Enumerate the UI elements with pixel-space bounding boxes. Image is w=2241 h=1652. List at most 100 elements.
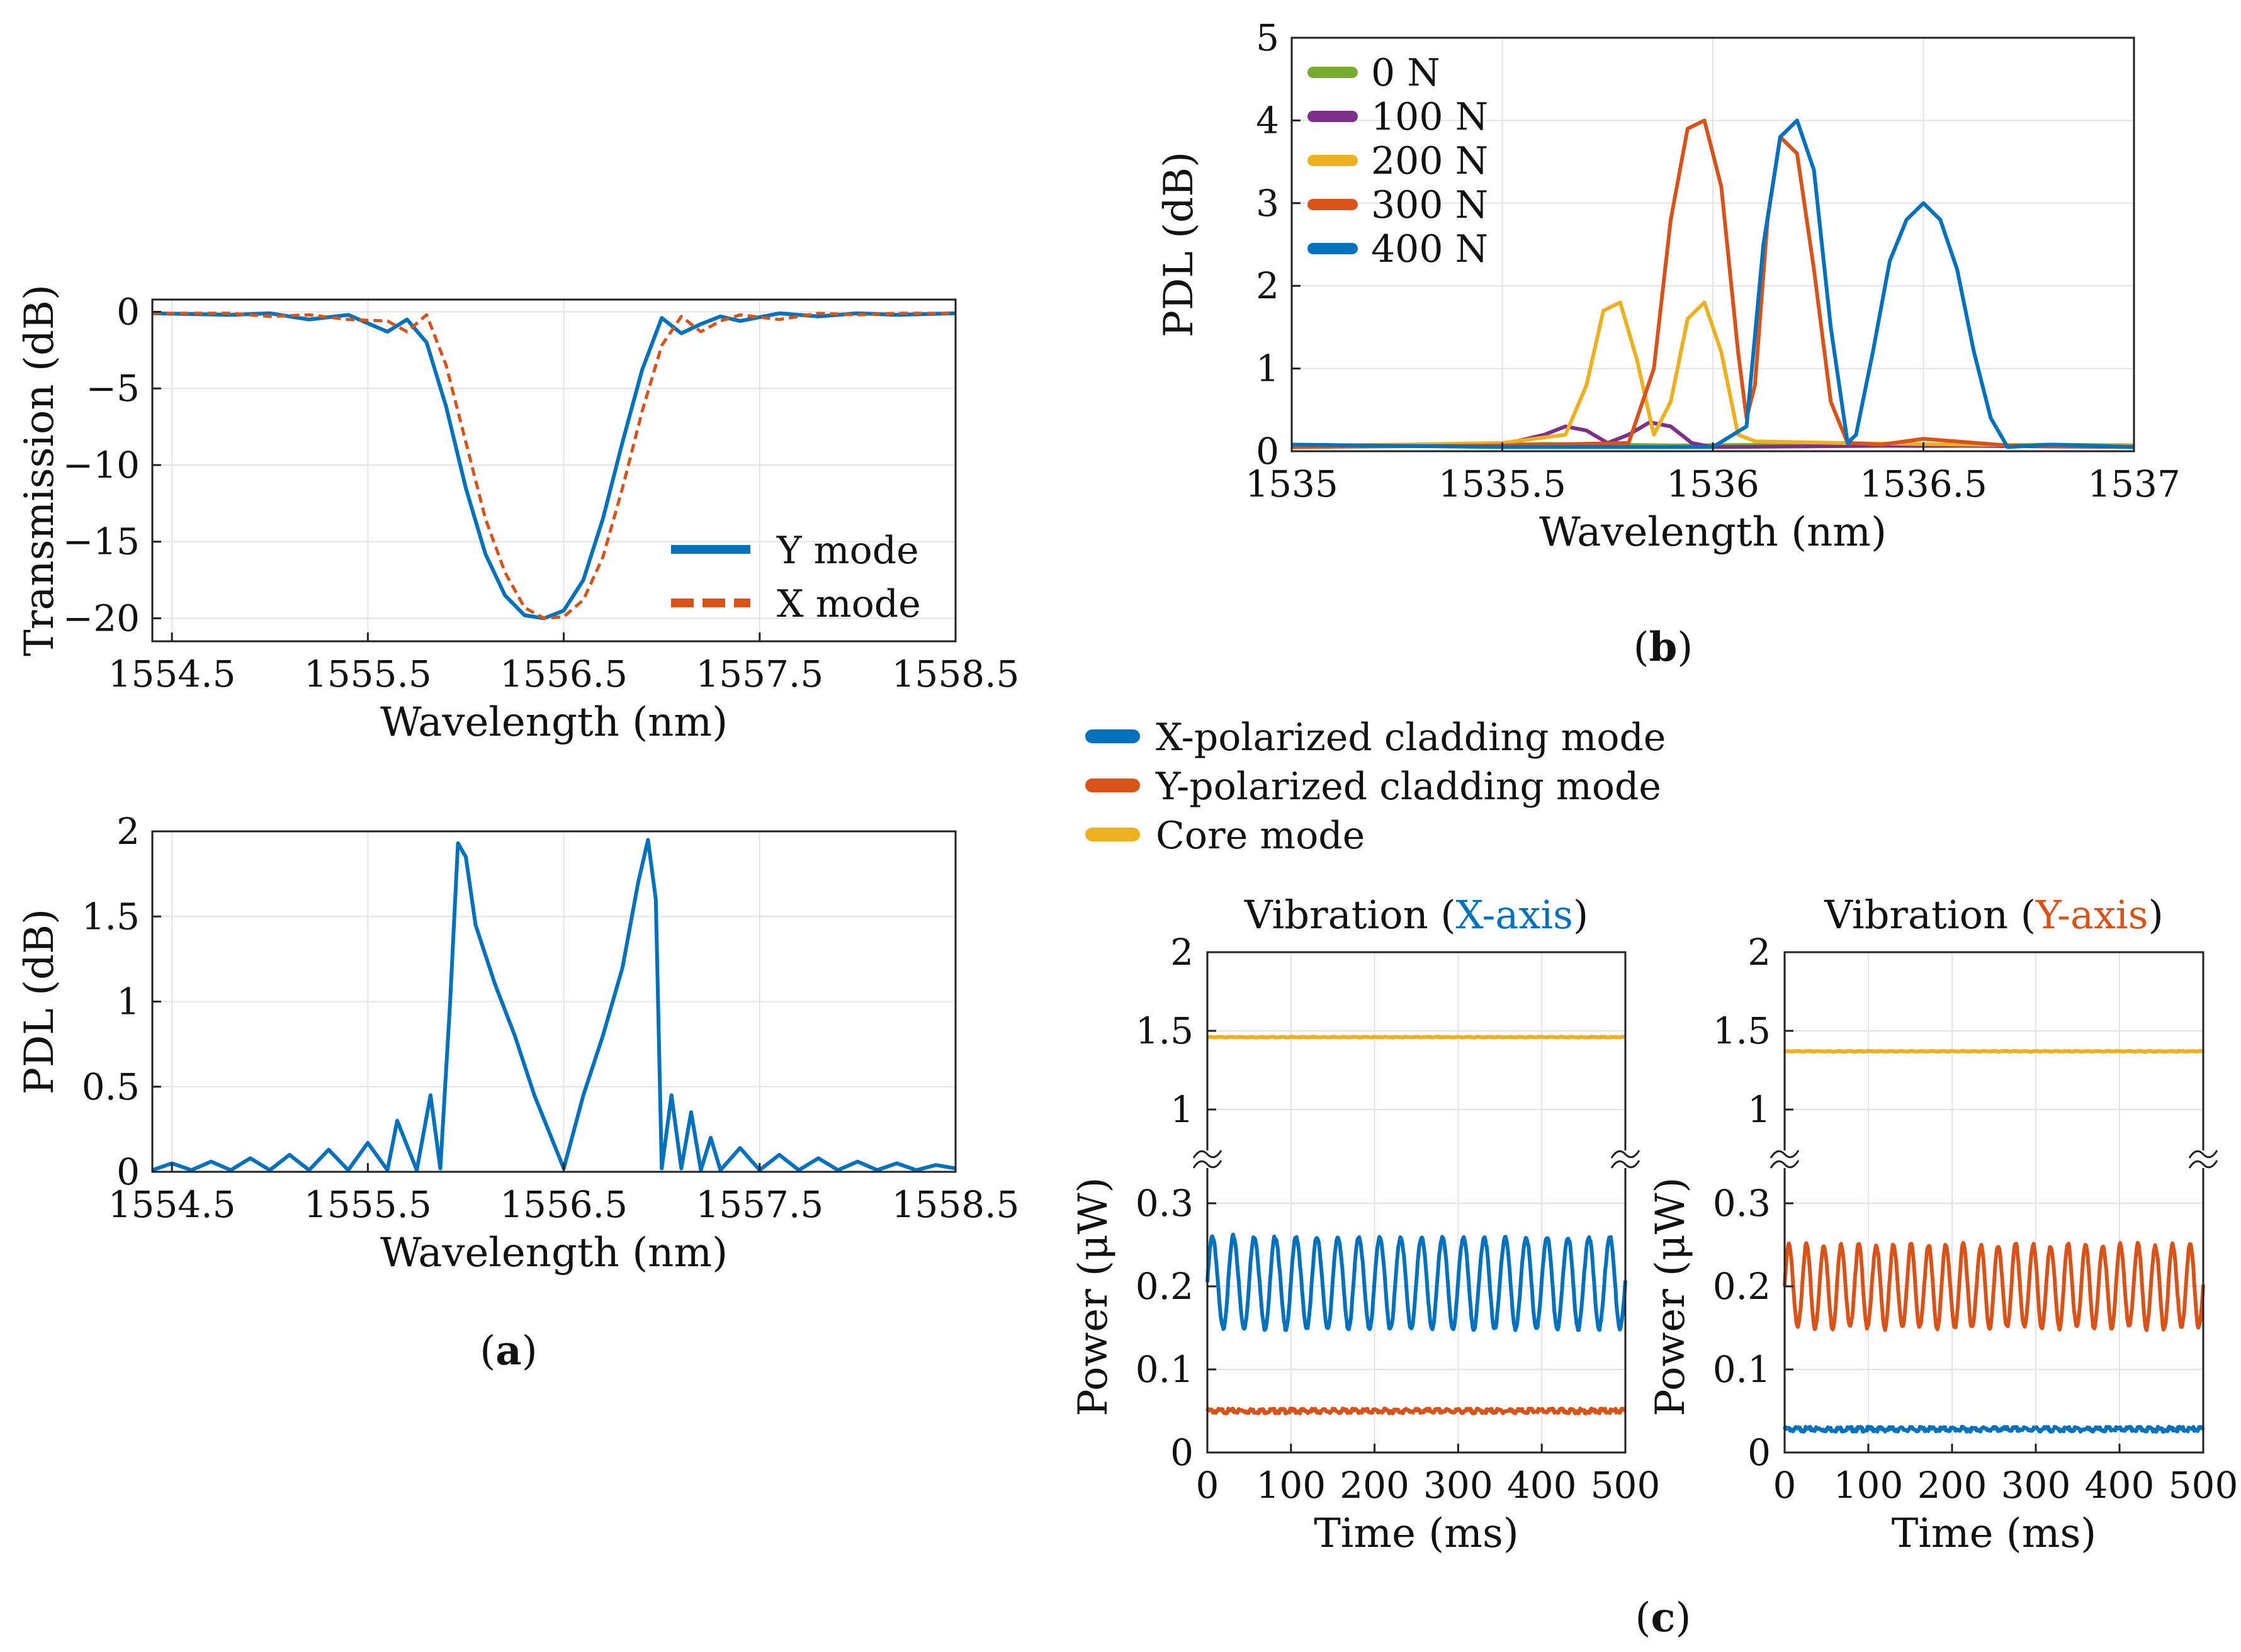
a-bottom-xtick-label: 1556.5 (500, 1183, 628, 1226)
a-bottom-xtick-label: 1555.5 (304, 1183, 432, 1226)
c-right-xlabel: Time (ms) (1892, 1510, 2097, 1557)
a-top-ytick-label: −10 (63, 444, 140, 486)
panel-c-vibration-y: 0 100 200 300 400 500 0 0.1 0.2 0.3 1 1.5 2 Vibration… (1647, 892, 2238, 1557)
b-legend-label-200-n: 200 N (1371, 139, 1488, 183)
c-right-ytick-label: 1.5 (1713, 1009, 1771, 1052)
b-ytick-label: 0 (1256, 430, 1279, 473)
c-left-ylabel: Power (μW) (1070, 1177, 1117, 1417)
c-left-xtick-label: 0 (1196, 1464, 1219, 1507)
c-right-ytick-label: 2 (1747, 931, 1771, 974)
a-bottom-ytick-label: 0 (116, 1150, 140, 1193)
c-right-title: Vibration (Y-axis) (1824, 892, 2164, 938)
a-top-legend-label-x-mode: X mode (777, 582, 921, 626)
c-legend-label-y-polarized-cladding-mode: Y-polarized cladding mode (1155, 765, 1661, 809)
a-top-legend-label-y-mode: Y mode (776, 529, 919, 573)
b-xtick-label: 1535.5 (1438, 463, 1566, 505)
c-left-ytick-label: 0 (1170, 1431, 1194, 1474)
c-right-series-x-polarized-cladding-mode (1783, 1425, 2205, 1434)
c-left-ytick-label: 0.1 (1136, 1348, 1194, 1391)
a-bottom-ytick-label: 1.5 (82, 895, 140, 938)
b-xtick-label: 1537 (2087, 463, 2181, 505)
b-ylabel: PDL (dB) (1156, 152, 1202, 337)
a-top-ytick-label: −15 (63, 520, 140, 563)
c-right-ytick-label: 0 (1747, 1431, 1771, 1474)
c-right-xtick-label: 100 (1834, 1464, 1904, 1507)
b-xlabel: Wavelength (nm) (1539, 509, 1887, 556)
a-bottom-xtick-label: 1557.5 (696, 1183, 823, 1226)
panel-b-pdl-force: 1535 1535.5 1536 1536.5 1537 0 1 2 3 4 5 Wavelength… (1156, 16, 2181, 556)
c-left-xtick-label: 100 (1256, 1464, 1326, 1507)
c-right-axes-box (1783, 951, 2204, 1454)
c-right-axis-break-mark (1770, 1150, 1800, 1169)
b-ytick-label: 1 (1256, 347, 1279, 390)
c-right-xtick-label: 300 (2001, 1464, 2071, 1507)
c-left-title-axis: X-axis (1456, 892, 1573, 938)
c-left-xtick-label: 300 (1423, 1464, 1493, 1507)
panel-a-pdl: 1554.5 1555.5 1556.5 1557.5 1558.5 0 0.5 1 1.5 2 W… (16, 810, 1019, 1276)
c-right-ytick-label: 1 (1747, 1088, 1771, 1131)
panel-label-b: (b) (1634, 624, 1693, 671)
a-bottom-ytick-label: 1 (116, 981, 140, 1023)
a-top-ytick-label: 0 (116, 290, 140, 333)
a-top-xlabel: Wavelength (nm) (380, 699, 728, 746)
b-legend-label-100-n: 100 N (1371, 95, 1488, 139)
b-ytick-label: 2 (1256, 264, 1279, 307)
c-left-series-y-polarized-cladding-mode (1205, 1407, 1627, 1415)
a-top-axes-box (151, 298, 957, 643)
c-left-xlabel: Time (ms) (1314, 1510, 1519, 1557)
c-left-ytick-label: 1 (1170, 1088, 1194, 1131)
c-left-ytick-label: 0.2 (1136, 1265, 1194, 1308)
a-bottom-xtick-label: 1554.5 (108, 1183, 236, 1226)
c-left-axes-box (1206, 951, 1627, 1454)
panel-label-a: (a) (480, 1327, 537, 1374)
b-series-300-n (1291, 118, 2135, 449)
a-top-xtick-label: 1557.5 (696, 653, 823, 695)
c-right-ylabel: Power (μW) (1647, 1177, 1694, 1417)
b-series-200-n (1291, 300, 2135, 449)
b-legend-label-300-n: 300 N (1371, 183, 1488, 227)
b-xtick-label: 1535 (1245, 463, 1338, 505)
c-left-axis-break-mark (1610, 1150, 1640, 1169)
c-legend-label-x-polarized-cladding-mode: X-polarized cladding mode (1156, 716, 1666, 760)
c-left-title: Vibration (X-axis) (1244, 892, 1588, 938)
c-right-series-y-polarized-cladding-mode (1783, 1240, 2205, 1332)
c-right-axis-break-mark (2188, 1150, 2218, 1169)
a-bottom-ylabel: PDL (dB) (16, 909, 63, 1094)
c-left-xtick-label: 500 (1591, 1464, 1661, 1507)
a-top-ytick-label: −20 (63, 597, 140, 639)
b-ytick-label: 5 (1256, 16, 1279, 59)
c-left-ytick-label: 0.3 (1136, 1182, 1194, 1225)
c-right-series-core-mode (1783, 1048, 2204, 1054)
c-right-xtick-label: 500 (2169, 1464, 2238, 1507)
c-right-ytick-label: 0.3 (1713, 1182, 1771, 1225)
c-left-xtick-label: 200 (1340, 1464, 1409, 1507)
c-right-xtick-label: 400 (2085, 1464, 2155, 1507)
panel-a-transmission: 1554.5 1555.5 1556.5 1557.5 1558.5 0 −5 −10 −15 −… (16, 284, 1019, 746)
a-top-xtick-label: 1554.5 (108, 653, 236, 695)
a-top-xtick-label: 1555.5 (304, 653, 432, 695)
c-left-ytick-label: 1.5 (1136, 1009, 1194, 1052)
b-legend-label-400-n: 400 N (1371, 227, 1488, 271)
a-top-xtick-label: 1558.5 (892, 653, 1020, 695)
c-right-title-axis: Y-axis (2035, 892, 2148, 938)
c-right-xtick-label: 0 (1773, 1464, 1797, 1507)
b-legend-label-0-n: 0 N (1371, 51, 1440, 95)
c-right-ytick-label: 0.1 (1713, 1348, 1771, 1391)
a-bottom-ytick-label: 0.5 (82, 1065, 140, 1108)
c-left-ytick-label: 2 (1170, 931, 1194, 974)
a-bottom-series-1 (152, 838, 956, 1172)
a-bottom-xlabel: Wavelength (nm) (380, 1230, 728, 1276)
c-right-xtick-label: 200 (1917, 1464, 1987, 1507)
b-ytick-label: 3 (1256, 182, 1279, 225)
c-right-ytick-label: 0.2 (1713, 1265, 1771, 1308)
a-bottom-ytick-label: 2 (116, 810, 140, 853)
a-top-series-y-mode (152, 311, 956, 621)
a-bottom-xtick-label: 1558.5 (892, 1183, 1020, 1226)
c-left-axis-break-mark (1192, 1150, 1222, 1169)
a-top-ytick-label: −5 (86, 367, 140, 410)
a-top-series-x-mode (152, 312, 956, 620)
a-top-ylabel: Transmission (dB) (16, 284, 63, 656)
c-left-xtick-label: 400 (1507, 1464, 1577, 1507)
